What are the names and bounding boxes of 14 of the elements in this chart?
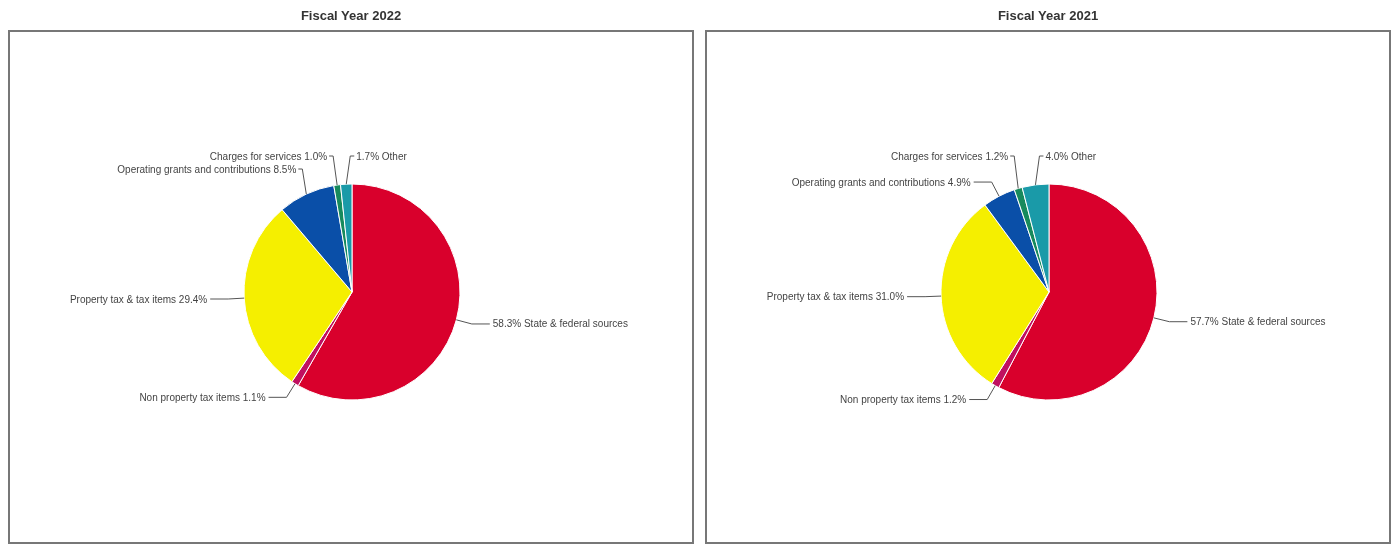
slice-label: 4.0% Other — [1045, 150, 1097, 162]
slice-label: Charges for services 1.2% — [890, 150, 1009, 162]
slice-label: 1.7% Other — [356, 150, 408, 162]
chart-title: Fiscal Year 2022 — [299, 8, 403, 25]
slice-label: 58.3% State & federal sources — [492, 318, 628, 330]
slice-label: Operating grants and contributions 8.5% — [117, 163, 297, 175]
slice-label: Charges for services 1.0% — [209, 150, 328, 162]
slice-label: Property tax & tax items 29.4% — [69, 293, 208, 305]
chart-title: Fiscal Year 2021 — [996, 8, 1100, 25]
slice-label: Non property tax items 1.1% — [139, 391, 266, 403]
slice-label: Non property tax items 1.2% — [840, 394, 967, 406]
slice-label: Operating grants and contributions 4.9% — [791, 176, 971, 188]
slice-label: 57.7% State & federal sources — [1190, 316, 1326, 328]
slice-label: Property tax & tax items 31.0% — [766, 291, 905, 303]
